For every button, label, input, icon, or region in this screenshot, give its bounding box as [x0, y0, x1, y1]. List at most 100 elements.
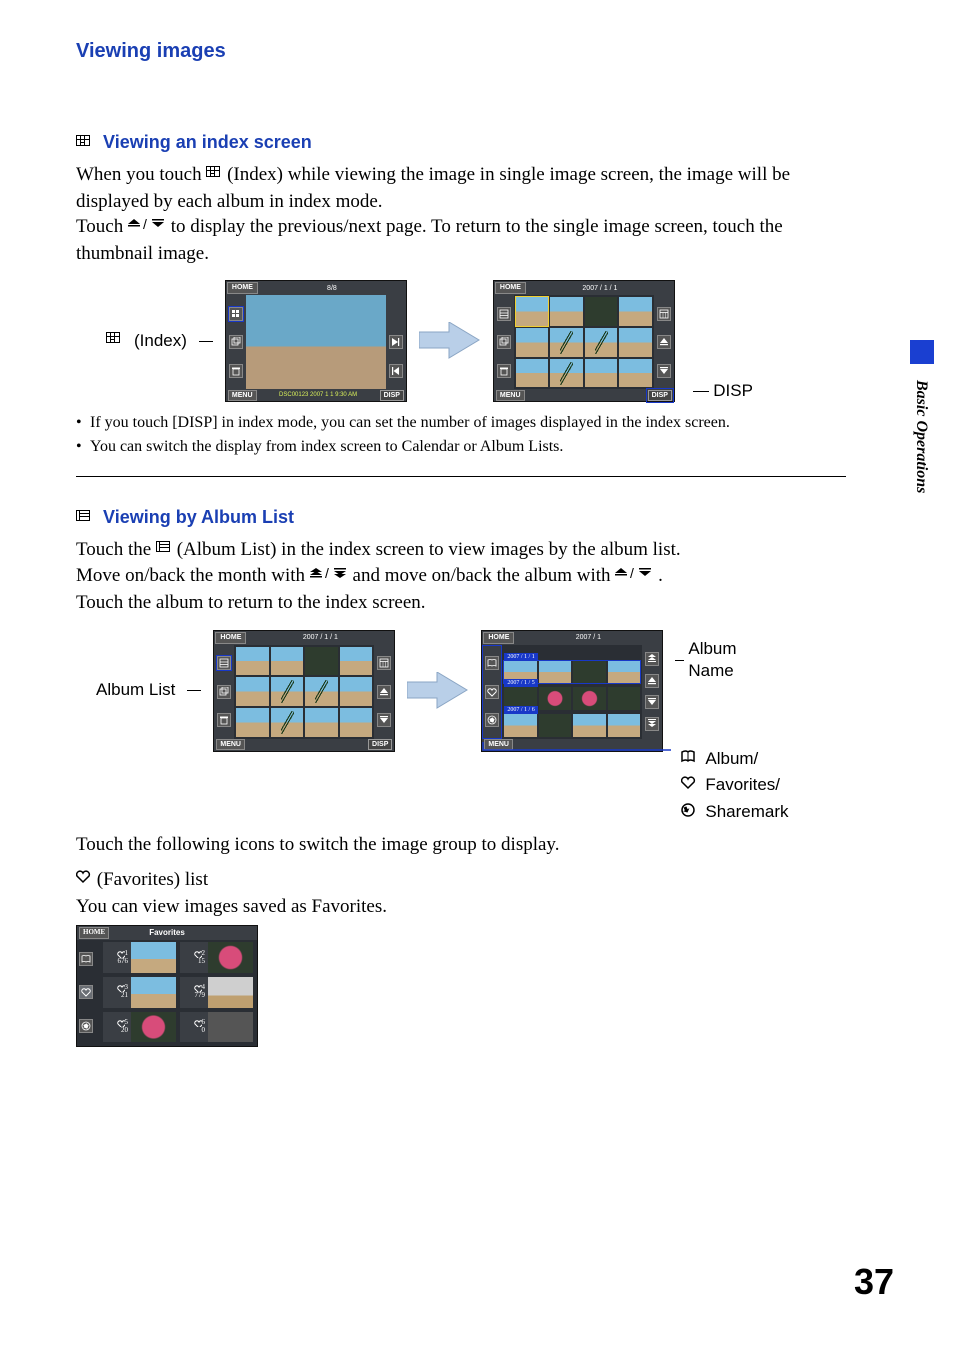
section2-p2: Move on/back the month with and move on/…: [76, 563, 846, 589]
thumbnail[interactable]: [619, 359, 652, 388]
favorites-cell[interactable]: 60: [180, 1012, 253, 1043]
section-divider: [76, 476, 846, 477]
heart-icon[interactable]: [485, 685, 499, 699]
book-icon[interactable]: [485, 656, 499, 670]
disp-button[interactable]: DISP: [380, 390, 404, 401]
double-up-icon[interactable]: [645, 652, 659, 666]
page-header-title: Viewing images: [76, 38, 226, 65]
list-icon[interactable]: [497, 307, 511, 321]
index-icon-inline: [206, 161, 222, 187]
list-icon[interactable]: [217, 656, 231, 670]
thumbnail[interactable]: [585, 359, 618, 388]
heart-icon-inline: [76, 866, 92, 892]
favorites-cell[interactable]: 520: [103, 1012, 176, 1043]
camera-screen-index: HOME 2007 / 1 / 1 1/1: [493, 280, 675, 402]
section2-p3: Touch the album to return to the index s…: [76, 590, 846, 616]
thumbnail[interactable]: [619, 328, 652, 357]
down-icon[interactable]: [657, 364, 671, 378]
share-icon[interactable]: [485, 713, 499, 727]
thumbnail[interactable]: [516, 328, 549, 357]
favorites-cell[interactable]: 4779: [180, 977, 253, 1008]
thumbnail[interactable]: [516, 297, 549, 326]
cal-icon[interactable]: [377, 656, 391, 670]
favorites-cell[interactable]: 215: [180, 942, 253, 973]
favorites-heading: (Favorites) list: [76, 867, 846, 893]
home-button[interactable]: HOME: [227, 282, 258, 294]
favorites-grid: 1676 215 321 4779 520 60: [103, 942, 253, 1042]
diagram-2: Album List HOME 2007 / 1 / 1 1: [96, 630, 846, 752]
bullet: You can switch the display from index sc…: [76, 436, 846, 458]
menu-button[interactable]: MENU: [228, 390, 257, 401]
section1-p1: When you touch (Index) while viewing the…: [76, 162, 846, 214]
section2-title: Viewing by Album List: [76, 505, 846, 529]
album-name-label: Album Name: [688, 638, 743, 684]
index-icon: [76, 132, 92, 152]
album-list-icon: [76, 507, 92, 527]
grid-icon[interactable]: [229, 307, 243, 321]
thumbnail[interactable]: [550, 359, 583, 388]
dup-icon[interactable]: [497, 335, 511, 349]
next-icon[interactable]: [389, 335, 403, 349]
menu-button[interactable]: MENU: [496, 390, 525, 401]
double-down-icon[interactable]: [645, 717, 659, 731]
updown-icon-inline: [128, 213, 166, 239]
disp-label: DISP: [713, 380, 753, 403]
thumbnail[interactable]: [550, 328, 583, 357]
home-button[interactable]: HOME: [483, 632, 514, 644]
bullet: If you touch [DISP] in index mode, you c…: [76, 412, 846, 434]
index-icon-callout: [106, 327, 122, 351]
thumbnail[interactable]: [585, 297, 618, 326]
thumbnail-grid: [516, 297, 652, 387]
down-icon[interactable]: [377, 713, 391, 727]
trash-icon[interactable]: [229, 364, 243, 378]
share-icon[interactable]: [79, 1019, 93, 1033]
diagram-1: (Index) HOME 8/8 MENU: [106, 280, 846, 402]
thumbnail[interactable]: [585, 328, 618, 357]
trash-icon[interactable]: [497, 364, 511, 378]
album-list-label: Album List: [96, 679, 175, 702]
camera-screen-single: HOME 8/8 MENU DSC00123 2007 1 1 9:30 A: [225, 280, 407, 402]
callout-line: [187, 690, 201, 691]
main-content: Viewing an index screen When you touch (…: [76, 130, 846, 1047]
camera-screen-album-list: HOME 2007 / 1: [481, 630, 663, 752]
up-icon[interactable]: [377, 685, 391, 699]
cal-icon[interactable]: [657, 307, 671, 321]
arrow-icon: [407, 672, 469, 710]
up-icon[interactable]: [657, 335, 671, 349]
page-number: 37: [854, 1258, 894, 1307]
section2-title-text: Viewing by Album List: [103, 507, 294, 527]
album-strip-grid: 2007 / 1 / 1 2007 / 1 / 5 2007 / 1 / 6: [504, 661, 640, 737]
menu-button[interactable]: MENU: [484, 739, 513, 750]
side-tab-marker: [910, 340, 934, 364]
book-icon[interactable]: [79, 952, 93, 966]
heart-icon: [681, 774, 697, 797]
trash-icon[interactable]: [217, 713, 231, 727]
favorites-cell[interactable]: 1676: [103, 942, 176, 973]
favorites-cell[interactable]: 321: [103, 977, 176, 1008]
heart-icon[interactable]: [79, 985, 93, 999]
down-icon[interactable]: [645, 695, 659, 709]
section1-title-text: Viewing an index screen: [103, 132, 312, 152]
disp-button[interactable]: DISP: [368, 739, 392, 750]
favorites-desc: You can view images saved as Favorites.: [76, 894, 846, 920]
camera-screen-favorites: Favorites HOME 1676 215 321 4779 520 60: [76, 925, 258, 1047]
dup-icon[interactable]: [217, 685, 231, 699]
home-button[interactable]: HOME: [215, 632, 246, 644]
home-button[interactable]: HOME: [79, 927, 109, 938]
thumbnail[interactable]: [550, 297, 583, 326]
camera-screen-index-2: HOME 2007 / 1 / 1 1/1: [213, 630, 395, 752]
icon-legend: Album/ Favorites/ Sharemark: [681, 748, 788, 825]
home-button[interactable]: HOME: [495, 282, 526, 294]
share-icon: [681, 801, 697, 824]
dup-icon[interactable]: [229, 335, 243, 349]
up-icon[interactable]: [645, 674, 659, 688]
menu-button[interactable]: MENU: [216, 739, 245, 750]
disp-button[interactable]: DISP: [648, 390, 672, 401]
prev-icon[interactable]: [389, 364, 403, 378]
album-strip[interactable]: 2007 / 1 / 6: [504, 714, 640, 737]
updown-icon-inline: [615, 562, 653, 588]
thumbnail[interactable]: [619, 297, 652, 326]
index-label: (Index): [134, 330, 187, 353]
thumbnail[interactable]: [516, 359, 549, 388]
section1-title: Viewing an index screen: [76, 130, 846, 154]
